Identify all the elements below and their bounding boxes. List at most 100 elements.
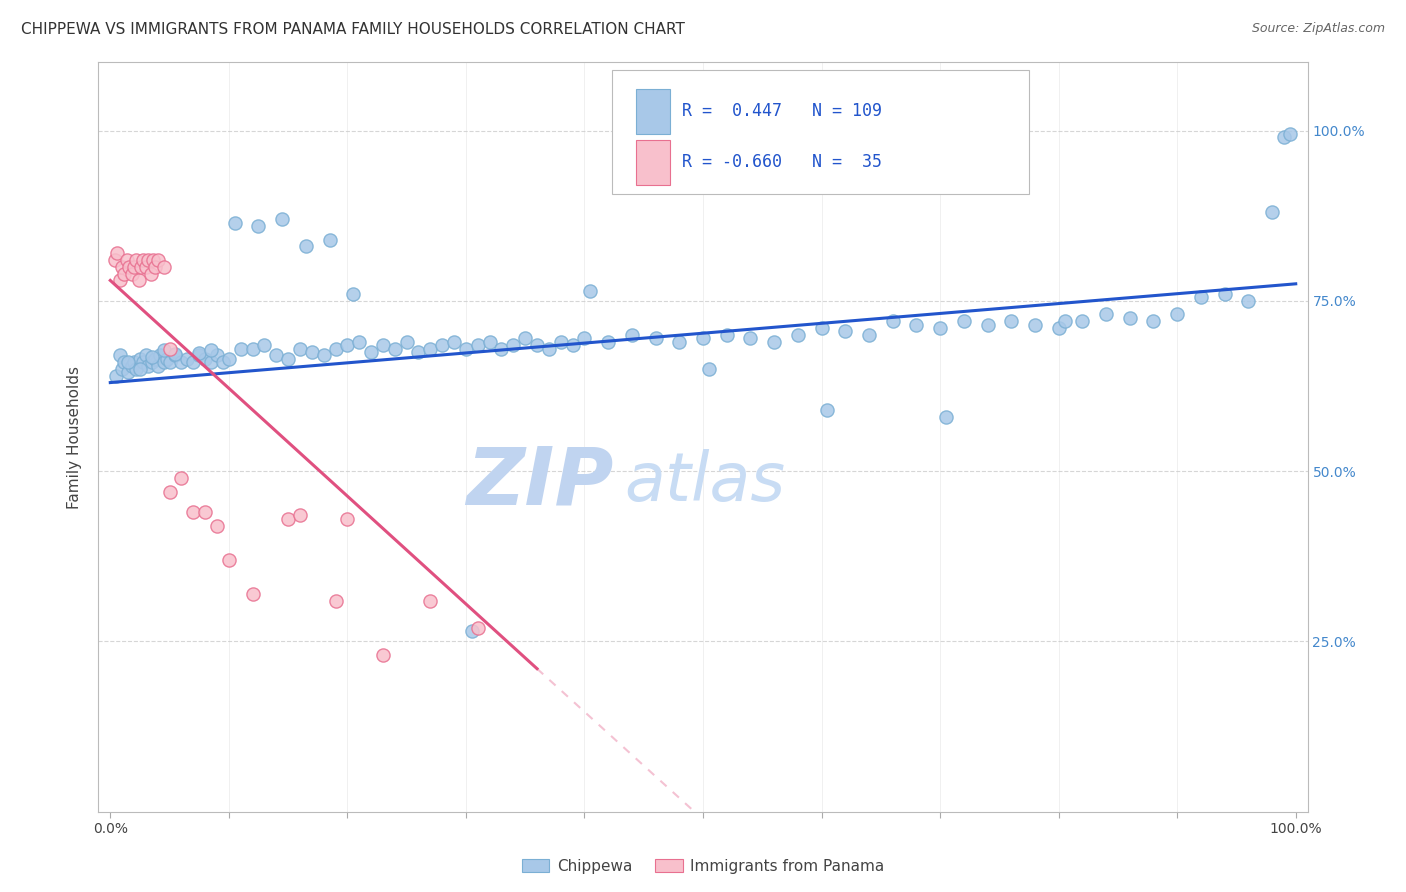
Point bbox=[224, 215, 246, 229]
Point bbox=[205, 348, 228, 362]
Point bbox=[170, 471, 193, 485]
Point bbox=[1000, 314, 1022, 328]
Point bbox=[288, 342, 311, 356]
Point bbox=[247, 219, 270, 233]
Point bbox=[1261, 205, 1284, 219]
Point bbox=[454, 342, 477, 356]
Point bbox=[537, 342, 560, 356]
Point bbox=[229, 342, 252, 356]
Point bbox=[242, 342, 264, 356]
Point bbox=[218, 351, 240, 366]
Point bbox=[467, 621, 489, 635]
Point bbox=[188, 348, 211, 362]
Point bbox=[146, 359, 169, 373]
Point bbox=[1272, 130, 1295, 145]
Point bbox=[176, 351, 198, 366]
Point bbox=[135, 260, 157, 274]
Point bbox=[122, 260, 145, 274]
Point bbox=[264, 348, 287, 362]
Point bbox=[212, 355, 235, 369]
Point bbox=[318, 233, 340, 247]
Point bbox=[395, 334, 418, 349]
FancyBboxPatch shape bbox=[637, 88, 671, 134]
Point bbox=[502, 338, 524, 352]
Point bbox=[295, 239, 318, 253]
Point bbox=[159, 342, 181, 356]
Point bbox=[1166, 308, 1188, 322]
Point bbox=[301, 345, 323, 359]
Point bbox=[253, 338, 276, 352]
Point bbox=[325, 342, 347, 356]
Y-axis label: Family Households: Family Households bbox=[67, 366, 83, 508]
Point bbox=[579, 284, 602, 298]
Point bbox=[526, 338, 548, 352]
Point bbox=[574, 331, 596, 345]
Point bbox=[159, 484, 181, 499]
Point bbox=[1053, 314, 1076, 328]
Point bbox=[143, 260, 166, 274]
Text: CHIPPEWA VS IMMIGRANTS FROM PANAMA FAMILY HOUSEHOLDS CORRELATION CHART: CHIPPEWA VS IMMIGRANTS FROM PANAMA FAMIL… bbox=[21, 22, 685, 37]
Point bbox=[277, 512, 299, 526]
Point bbox=[125, 362, 148, 376]
Point bbox=[200, 343, 222, 357]
Point bbox=[152, 260, 174, 274]
Point bbox=[763, 334, 786, 349]
Point bbox=[141, 355, 163, 369]
Point bbox=[188, 345, 211, 359]
Point bbox=[149, 348, 172, 362]
Point bbox=[125, 252, 148, 267]
Point bbox=[461, 624, 484, 639]
Point bbox=[152, 343, 174, 357]
Point bbox=[104, 252, 127, 267]
Point bbox=[194, 351, 217, 366]
Point bbox=[419, 593, 441, 607]
Point bbox=[156, 351, 179, 366]
Point bbox=[1278, 127, 1301, 141]
Text: R = -0.660   N =  35: R = -0.660 N = 35 bbox=[682, 153, 883, 171]
Point bbox=[132, 355, 155, 369]
Point bbox=[1119, 310, 1142, 325]
Point bbox=[598, 334, 620, 349]
Point bbox=[834, 325, 856, 339]
Point bbox=[905, 318, 928, 332]
Text: R =  0.447   N = 109: R = 0.447 N = 109 bbox=[682, 103, 883, 120]
Point bbox=[1024, 318, 1046, 332]
Point bbox=[786, 327, 808, 342]
Point bbox=[347, 334, 370, 349]
Point bbox=[117, 355, 139, 369]
Point bbox=[360, 345, 382, 359]
Point bbox=[159, 355, 181, 369]
Point bbox=[129, 351, 152, 366]
Point bbox=[115, 252, 138, 267]
FancyBboxPatch shape bbox=[637, 140, 671, 185]
Point bbox=[139, 267, 162, 281]
Point bbox=[620, 327, 643, 342]
Point bbox=[491, 342, 513, 356]
Point bbox=[143, 351, 166, 366]
Point bbox=[882, 314, 904, 328]
Point bbox=[432, 338, 454, 352]
Point bbox=[181, 355, 204, 369]
Point bbox=[288, 508, 311, 523]
Point bbox=[146, 252, 169, 267]
Text: atlas: atlas bbox=[624, 449, 786, 515]
Point bbox=[810, 321, 832, 335]
Point bbox=[121, 359, 143, 373]
Point bbox=[114, 267, 136, 281]
Point bbox=[128, 273, 150, 287]
Point bbox=[142, 252, 165, 267]
Point bbox=[1189, 290, 1212, 304]
Point bbox=[108, 348, 131, 362]
Point bbox=[205, 518, 228, 533]
Point bbox=[1047, 321, 1070, 335]
Point bbox=[108, 273, 131, 287]
Point bbox=[384, 342, 406, 356]
Point bbox=[858, 327, 880, 342]
Point bbox=[136, 252, 159, 267]
Point bbox=[929, 321, 952, 335]
Point bbox=[111, 362, 134, 376]
Point bbox=[141, 350, 163, 364]
Point bbox=[443, 334, 465, 349]
Point bbox=[1095, 308, 1118, 322]
Point bbox=[561, 338, 583, 352]
